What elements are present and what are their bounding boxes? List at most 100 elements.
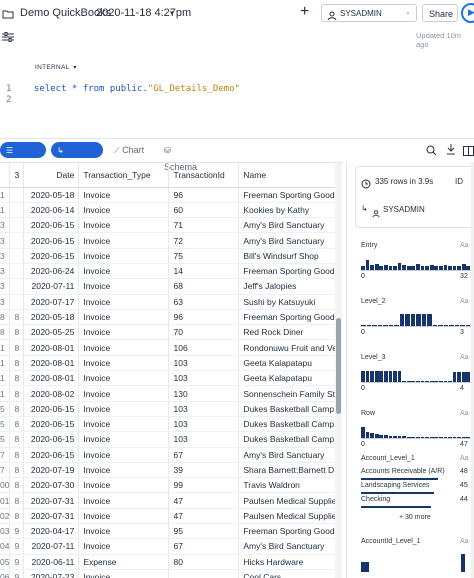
- table-row[interactable]: 3 2020-07-11 Invoice 68 Jeff's Jalopies: [0, 278, 342, 295]
- histogram-bar[interactable]: [429, 381, 434, 382]
- transaction-id-cell[interactable]: 96: [168, 187, 240, 203]
- name-cell[interactable]: Cool Cars: [238, 569, 342, 578]
- histogram-bar[interactable]: [457, 266, 462, 270]
- transaction-type-cell[interactable]: Expense: [78, 554, 170, 570]
- transaction-type-cell[interactable]: Invoice: [78, 278, 170, 295]
- table-row[interactable]: 1 2020-05-18 Invoice 96 Freeman Sporting Goo…: [0, 187, 342, 203]
- histogram-bar[interactable]: [434, 266, 439, 270]
- col3-cell[interactable]: [9, 294, 25, 310]
- histogram-bar[interactable]: [406, 437, 411, 438]
- histogram-bar[interactable]: [460, 325, 465, 326]
- row-index-cell[interactable]: 3: [0, 232, 11, 249]
- histogram-bar[interactable]: [457, 372, 462, 382]
- histogram-bar[interactable]: [365, 371, 370, 382]
- histogram-bar[interactable]: [420, 381, 425, 382]
- table-row[interactable]: 5 8 2020-06-15 Invoice 103 Dukes Basketball C…: [0, 401, 342, 417]
- query-id-label[interactable]: ID: [455, 177, 463, 186]
- histogram-bar[interactable]: [361, 266, 365, 270]
- histogram-bar[interactable]: [383, 371, 388, 382]
- histogram-bar[interactable]: [466, 266, 471, 270]
- histogram-bar[interactable]: [434, 437, 439, 438]
- transaction-type-cell[interactable]: Invoice: [78, 355, 170, 372]
- transaction-id-cell[interactable]: 47: [168, 508, 240, 525]
- tab-chart[interactable]: ⟋ Chart: [108, 142, 154, 158]
- histogram-bar[interactable]: [466, 437, 471, 438]
- column-header[interactable]: 3: [9, 163, 25, 188]
- col3-cell[interactable]: [9, 278, 25, 295]
- histogram-bar[interactable]: [365, 260, 370, 270]
- row-index-cell[interactable]: 3: [0, 263, 11, 280]
- histogram-bar[interactable]: [411, 381, 416, 382]
- worksheet-title[interactable]: Demo QuickBooks: [20, 7, 112, 19]
- histogram-bar[interactable]: [361, 325, 366, 326]
- histogram-bar[interactable]: [370, 265, 374, 270]
- col3-cell[interactable]: 8: [9, 416, 25, 433]
- histogram-bar[interactable]: [465, 325, 471, 326]
- histogram-bar[interactable]: [370, 433, 374, 438]
- histogram-bar[interactable]: [397, 371, 402, 382]
- transaction-type-cell[interactable]: Invoice: [78, 187, 170, 203]
- date-cell[interactable]: 2020-07-19: [23, 462, 80, 479]
- histogram-bar[interactable]: [416, 314, 421, 326]
- histogram-bar[interactable]: [448, 266, 452, 270]
- name-cell[interactable]: Jeff's Jalopies: [238, 278, 342, 295]
- transaction-id-cell[interactable]: 70: [168, 324, 240, 341]
- histogram-bar[interactable]: [448, 437, 452, 438]
- row-index-cell[interactable]: 1: [0, 385, 11, 402]
- histogram-bar[interactable]: [434, 381, 439, 382]
- col3-cell[interactable]: 9: [9, 523, 25, 540]
- table-row[interactable]: 02 8 2020-07-31 Invoice 47 Paulsen Medical Su…: [0, 508, 342, 525]
- transaction-type-cell[interactable]: Invoice: [78, 401, 170, 417]
- row-index-cell[interactable]: 1: [0, 202, 11, 219]
- table-row[interactable]: 1 8 2020-08-02 Invoice 130 Sonnenschein Famil…: [0, 385, 342, 402]
- histogram-bar[interactable]: [443, 265, 448, 270]
- settings-sliders-icon[interactable]: [2, 29, 14, 42]
- transaction-id-cell[interactable]: 103: [168, 416, 240, 433]
- date-cell[interactable]: 2020-06-15: [23, 248, 80, 264]
- histogram-bar[interactable]: [402, 436, 407, 438]
- name-cell[interactable]: Freeman Sporting Good: [238, 523, 342, 540]
- histogram-bar[interactable]: [383, 435, 388, 438]
- row-index-cell[interactable]: 8: [0, 324, 11, 341]
- date-cell[interactable]: 2020-06-15: [23, 232, 80, 249]
- name-cell[interactable]: Sushi by Katsuyuki: [238, 294, 342, 310]
- col3-cell[interactable]: 8: [9, 462, 25, 479]
- col3-cell[interactable]: 8: [9, 309, 25, 326]
- histogram-bar[interactable]: [388, 436, 393, 438]
- run-button[interactable]: ▶: [461, 3, 474, 23]
- histogram-bar[interactable]: [361, 427, 365, 438]
- histogram-bar[interactable]: [406, 381, 411, 382]
- name-cell[interactable]: Dukes Basketball Camp: [238, 416, 342, 433]
- histogram-bar[interactable]: [443, 325, 449, 326]
- row-index-cell[interactable]: 06: [0, 569, 11, 578]
- histogram-bar[interactable]: [399, 314, 405, 326]
- name-cell[interactable]: Amy's Bird Sanctuary: [238, 447, 342, 463]
- col3-cell[interactable]: [9, 202, 25, 219]
- results-grid[interactable]: 3 Date Transaction_Type TransactionId Na…: [0, 162, 342, 578]
- histogram-bar[interactable]: [388, 266, 393, 270]
- histogram-bar[interactable]: [449, 325, 454, 326]
- histogram-bar[interactable]: [402, 265, 407, 270]
- category-row[interactable]: Accounts Receivable (A/R) 48: [361, 468, 471, 481]
- row-index-cell[interactable]: 3: [0, 248, 11, 264]
- table-row[interactable]: 1 8 2020-08-01 Invoice 106 Rondonuwu Fruit an…: [0, 339, 342, 356]
- name-cell[interactable]: Geeta Kalapatapu: [238, 370, 342, 387]
- histogram-bar[interactable]: [366, 325, 372, 326]
- histogram-bar[interactable]: [377, 325, 383, 326]
- col3-cell[interactable]: 8: [9, 324, 25, 341]
- col3-cell[interactable]: 8: [9, 477, 25, 494]
- category-row[interactable]: Checking 44: [361, 496, 471, 509]
- histogram-bar[interactable]: [405, 314, 410, 326]
- histogram-bar[interactable]: [388, 371, 393, 382]
- histogram-bar[interactable]: [421, 314, 427, 326]
- transaction-type-cell[interactable]: Invoice: [78, 339, 170, 356]
- table-row[interactable]: 1 2020-06-14 Invoice 60 Kookies by Kathy: [0, 202, 342, 219]
- scrollbar-thumb[interactable]: [336, 318, 341, 414]
- table-row[interactable]: 5 8 2020-06-15 Invoice 103 Dukes Basketball C…: [0, 431, 342, 448]
- transaction-id-cell[interactable]: 47: [168, 492, 240, 509]
- transaction-type-cell[interactable]: Invoice: [78, 202, 170, 219]
- transaction-type-cell[interactable]: Invoice: [78, 385, 170, 402]
- date-cell[interactable]: 2020-06-15: [23, 447, 80, 463]
- table-row[interactable]: 1 8 2020-08-01 Invoice 103 Geeta Kalapatapu: [0, 355, 342, 372]
- col3-cell[interactable]: [9, 217, 25, 234]
